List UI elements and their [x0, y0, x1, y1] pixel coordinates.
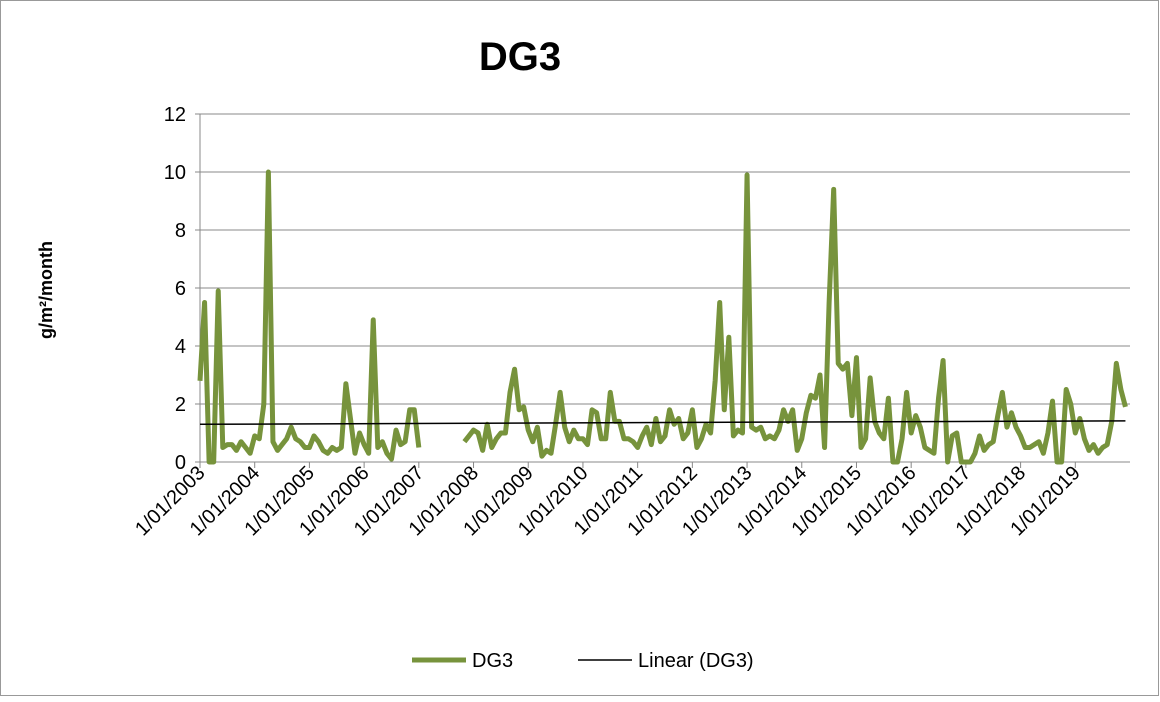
data-line	[197, 169, 422, 465]
chart-title: DG3	[479, 35, 561, 79]
y-tick-label: 12	[164, 104, 186, 126]
y-tick-label: 6	[175, 278, 186, 300]
data-line	[462, 172, 1128, 465]
legend-label: Linear (DG3)	[638, 650, 754, 672]
y-tick-label: 8	[175, 220, 186, 242]
y-tick-label: 0	[175, 452, 186, 474]
trend-line	[199, 420, 1126, 426]
y-axis-label: g/m²/month	[36, 241, 56, 339]
y-tick-label: 2	[175, 394, 186, 416]
legend-label: DG3	[472, 650, 513, 672]
y-tick-label: 10	[164, 162, 186, 184]
y-tick-label: 4	[175, 336, 186, 358]
